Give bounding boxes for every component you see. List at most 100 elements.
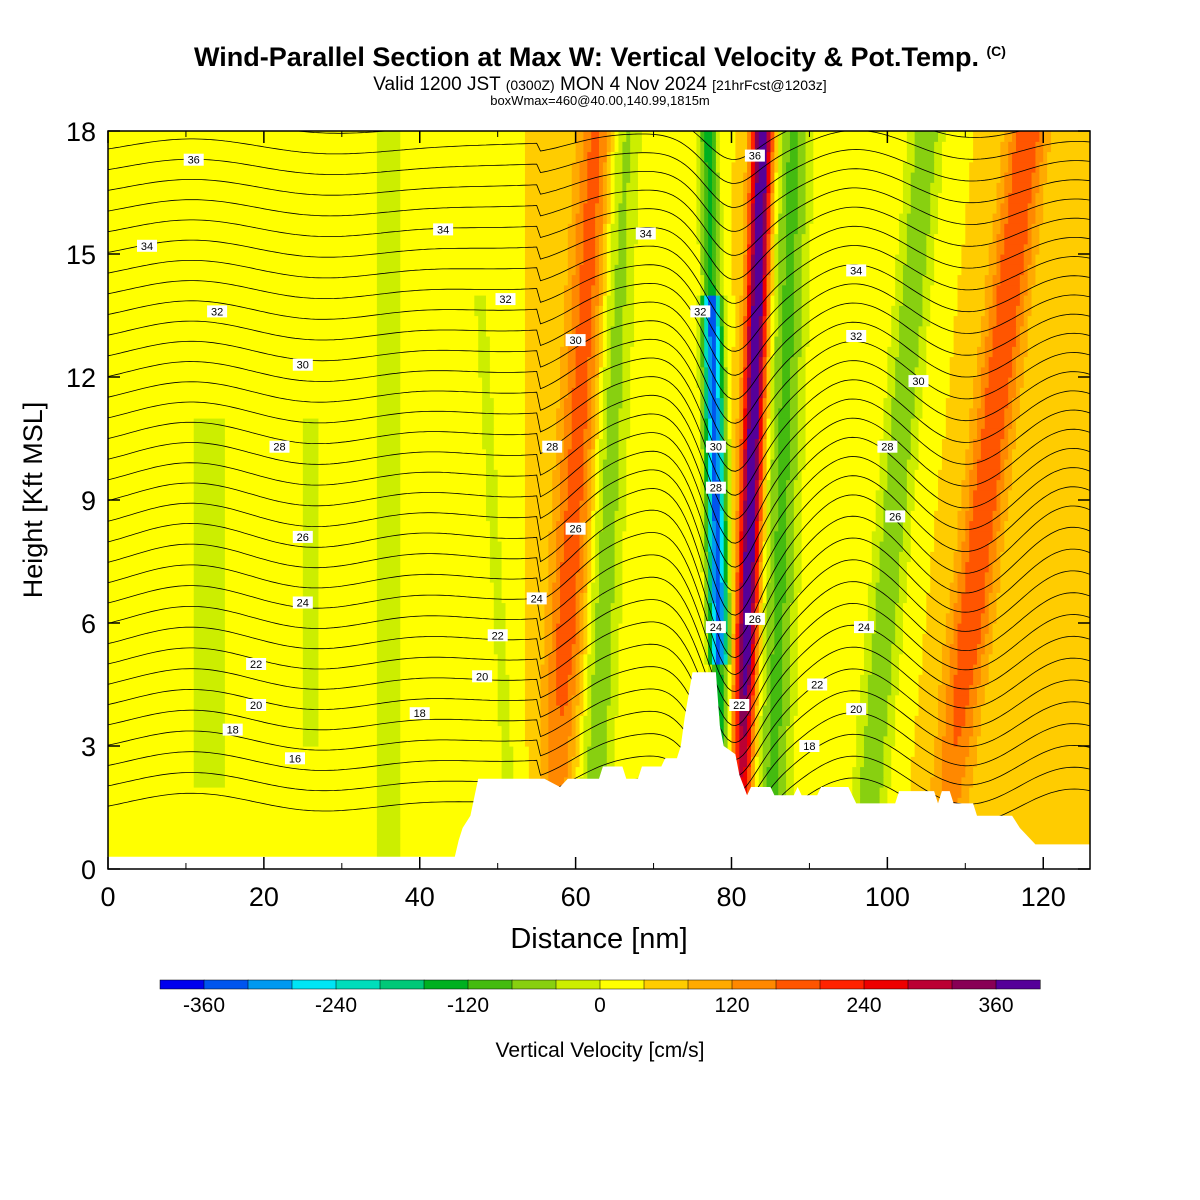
velocity-cell bbox=[774, 541, 787, 552]
velocity-cell bbox=[871, 633, 896, 645]
velocity-cell bbox=[879, 787, 888, 798]
velocity-cell bbox=[961, 592, 986, 604]
velocity-cell bbox=[766, 151, 772, 163]
velocity-cell bbox=[797, 223, 807, 235]
velocity-cell bbox=[723, 653, 729, 665]
velocity-cell bbox=[747, 366, 752, 378]
velocity-cell bbox=[618, 684, 709, 696]
velocity-cell bbox=[579, 643, 585, 655]
velocity-cell bbox=[548, 715, 573, 727]
velocity-cell bbox=[606, 161, 612, 173]
velocity-cell bbox=[719, 664, 725, 675]
velocity-cell bbox=[918, 438, 943, 450]
velocity-cell bbox=[318, 623, 378, 634]
velocity-cell bbox=[739, 643, 744, 655]
velocity-cell bbox=[571, 387, 588, 399]
velocity-cell bbox=[750, 305, 764, 317]
velocity-cell bbox=[918, 448, 943, 460]
velocity-cell bbox=[723, 725, 729, 737]
velocity-cell bbox=[712, 397, 717, 409]
velocity-cell bbox=[914, 161, 935, 173]
velocity-cell bbox=[782, 633, 791, 645]
velocity-cell bbox=[735, 500, 740, 511]
velocity-cell bbox=[637, 182, 698, 194]
velocity-cell bbox=[719, 551, 725, 563]
velocity-cell bbox=[762, 315, 768, 327]
velocity-cell bbox=[583, 141, 592, 153]
velocity-cell bbox=[108, 561, 195, 573]
velocity-cell bbox=[899, 346, 920, 358]
velocity-cell bbox=[770, 746, 779, 757]
velocity-cell bbox=[108, 664, 195, 675]
velocity-cell bbox=[766, 479, 772, 491]
velocity-cell bbox=[743, 438, 748, 450]
velocity-cell bbox=[902, 633, 924, 645]
velocity-cell bbox=[754, 459, 760, 470]
velocity-cell bbox=[770, 141, 775, 153]
velocity-cell bbox=[969, 746, 978, 757]
velocity-cell bbox=[996, 602, 1090, 614]
velocity-cell bbox=[727, 510, 733, 522]
velocity-cell bbox=[965, 571, 986, 583]
velocity-cell bbox=[595, 664, 612, 675]
velocity-cell bbox=[583, 756, 588, 768]
velocity-cell bbox=[739, 776, 748, 788]
velocity-cell bbox=[302, 551, 320, 563]
velocity-cell bbox=[739, 530, 744, 542]
velocity-cell bbox=[766, 428, 772, 440]
velocity-cell bbox=[941, 643, 951, 655]
velocity-cell bbox=[762, 694, 768, 706]
velocity-cell bbox=[754, 172, 760, 183]
velocity-cell bbox=[715, 151, 721, 163]
velocity-cell bbox=[696, 141, 701, 153]
velocity-cell bbox=[591, 305, 596, 317]
velocity-cell bbox=[731, 264, 744, 276]
velocity-cell bbox=[704, 336, 709, 347]
velocity-cell bbox=[524, 582, 549, 593]
velocity-cell bbox=[485, 510, 499, 522]
velocity-cell bbox=[770, 756, 779, 768]
velocity-cell bbox=[782, 366, 791, 378]
velocity-cell bbox=[766, 254, 772, 265]
velocity-cell bbox=[1043, 141, 1052, 153]
velocity-cell bbox=[754, 264, 764, 276]
velocity-cell bbox=[622, 387, 631, 399]
velocity-cell bbox=[583, 223, 596, 235]
velocity-cell bbox=[712, 254, 717, 265]
velocity-cell bbox=[513, 756, 530, 768]
theta-contour bbox=[108, 187, 1090, 256]
velocity-cell bbox=[735, 551, 740, 563]
velocity-cell bbox=[750, 172, 756, 183]
velocity-cell bbox=[318, 653, 378, 665]
velocity-cell bbox=[552, 520, 557, 532]
velocity-cell bbox=[938, 715, 947, 727]
velocity-cell bbox=[587, 448, 592, 460]
velocity-cell bbox=[108, 254, 378, 265]
velocity-cell bbox=[797, 684, 861, 696]
velocity-cell bbox=[750, 592, 756, 604]
velocity-cell bbox=[587, 551, 592, 563]
velocity-cell bbox=[860, 684, 869, 696]
velocity-cell bbox=[735, 428, 740, 440]
velocity-cell bbox=[770, 438, 775, 450]
velocity-cell bbox=[797, 131, 807, 142]
velocity-cell bbox=[891, 305, 900, 317]
velocity-cell bbox=[599, 428, 604, 440]
velocity-cell bbox=[992, 274, 1001, 286]
velocity-cell bbox=[622, 377, 631, 388]
velocity-cell bbox=[805, 418, 885, 429]
velocity-cell bbox=[984, 397, 1009, 409]
velocity-cell bbox=[957, 653, 978, 665]
velocity-cell bbox=[727, 551, 733, 563]
velocity-cell bbox=[583, 448, 588, 460]
velocity-cell bbox=[1047, 172, 1090, 183]
velocity-cell bbox=[723, 551, 729, 563]
velocity-cell bbox=[918, 428, 947, 440]
velocity-cell bbox=[766, 305, 772, 317]
velocity-cell bbox=[224, 418, 304, 429]
velocity-cell bbox=[856, 725, 865, 737]
velocity-cell bbox=[1008, 510, 1090, 522]
velocity-cell bbox=[1023, 305, 1033, 317]
velocity-cell bbox=[922, 284, 931, 296]
velocity-cell bbox=[969, 418, 978, 429]
